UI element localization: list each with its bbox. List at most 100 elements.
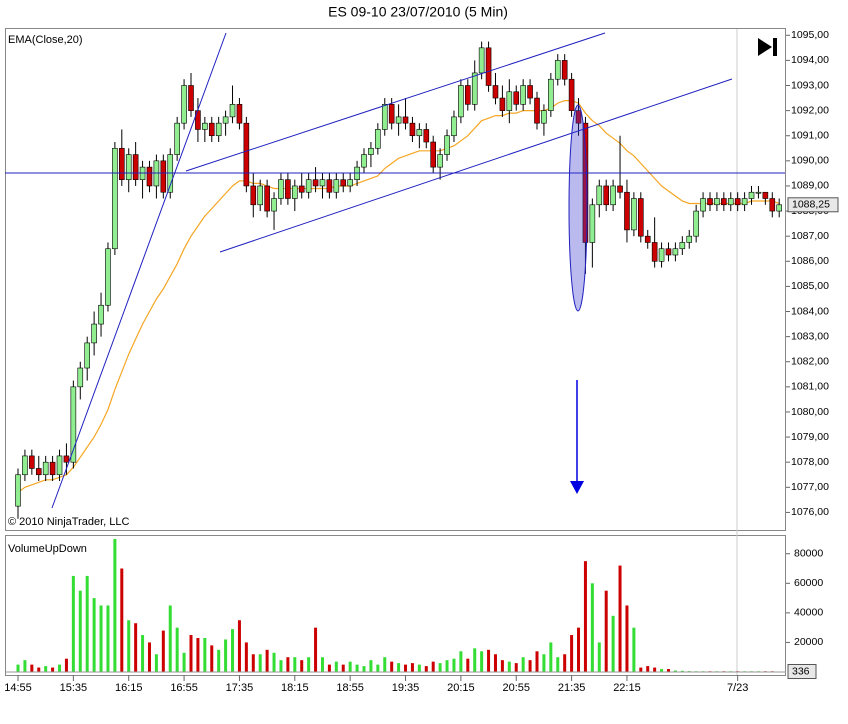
volume-bar: [266, 650, 269, 672]
candle-body: [272, 199, 277, 212]
volume-bar: [106, 605, 109, 672]
candle-body: [119, 148, 124, 179]
candle-body: [396, 117, 401, 123]
volume-bar: [432, 662, 435, 672]
candle-body: [251, 186, 256, 205]
y-tick-label: 1076,00: [791, 506, 829, 518]
candle-body: [673, 249, 678, 255]
volume-bar: [141, 635, 144, 672]
volume-bar: [549, 642, 552, 672]
y-tick-label: 1084,00: [791, 305, 829, 317]
last-price-label: 1088,25: [792, 199, 830, 211]
volume-bar: [584, 561, 587, 672]
volume-bar: [425, 666, 428, 672]
copyright: © 2010 NinjaTrader, LLC: [8, 516, 129, 528]
candle-body: [548, 79, 553, 110]
volume-bar: [127, 620, 130, 672]
candle-body: [451, 117, 456, 136]
candle-body: [611, 186, 616, 205]
candle-body: [514, 92, 519, 105]
volume-bar: [148, 642, 151, 672]
candle-body: [320, 180, 325, 186]
volume-bar: [120, 569, 123, 672]
candle-body: [182, 86, 187, 124]
candle-body: [465, 86, 470, 105]
candle-body: [85, 343, 90, 368]
y-tick-label: 1082,00: [791, 356, 829, 368]
candle-body: [680, 242, 685, 248]
candle-body: [299, 186, 304, 192]
chart-title: ES 09-10 23/07/2010 (5 Min): [328, 4, 508, 20]
candle-body: [50, 462, 55, 475]
volume-bar: [418, 665, 421, 672]
volume-bar: [536, 651, 539, 672]
volume-bar: [51, 668, 54, 672]
volume-bar: [307, 657, 310, 672]
candle-body: [604, 186, 609, 205]
volume-bar: [619, 566, 622, 672]
volume-bar: [217, 650, 220, 672]
volume-bar: [452, 659, 455, 672]
x-tick-label: 22:15: [613, 682, 641, 694]
candle-body: [16, 475, 21, 506]
volume-bar: [577, 628, 580, 672]
volume-bar: [224, 639, 227, 672]
candle-body: [29, 456, 34, 469]
candle-body: [624, 192, 629, 230]
volume-bar: [356, 665, 359, 672]
candle-body: [348, 180, 353, 186]
y-tick-label: 1086,00: [791, 255, 829, 267]
volume-bar: [439, 663, 442, 672]
volume-bar: [23, 660, 26, 672]
volume-bar: [86, 576, 89, 672]
candle-body: [631, 199, 636, 230]
volume-bar: [404, 665, 407, 672]
candle-body: [528, 86, 533, 99]
candle-body: [36, 468, 41, 474]
x-tick-label: 18:55: [336, 682, 364, 694]
volume-bar: [411, 663, 414, 672]
candle-body: [313, 180, 318, 186]
candle-body: [105, 249, 110, 306]
candle-body: [216, 123, 221, 136]
volume-bar: [563, 654, 566, 672]
y-tick-label: 1094,00: [791, 54, 829, 66]
play-icon-bar[interactable]: [773, 38, 777, 56]
y-tick-label: 1087,00: [791, 230, 829, 242]
volume-bar: [30, 665, 33, 672]
y-tick-label: 20000: [794, 636, 823, 648]
volume-bar: [632, 628, 635, 672]
y-tick-label: 1093,00: [791, 79, 829, 91]
candle-body: [438, 155, 443, 168]
volume-bar: [591, 583, 594, 672]
x-tick-label: 7/23: [727, 682, 748, 694]
candle-body: [597, 186, 602, 205]
candle-body: [555, 60, 560, 79]
volume-bar: [162, 631, 165, 672]
volume-bar: [542, 654, 545, 672]
x-tick-label: 15:35: [60, 682, 88, 694]
volume-bar: [646, 666, 649, 672]
candle-body: [479, 48, 484, 73]
y-tick-label: 1085,00: [791, 280, 829, 292]
candle-body: [22, 456, 27, 475]
volume-bar: [72, 576, 75, 672]
x-tick-label: 21:35: [558, 682, 586, 694]
volume-bar: [58, 665, 61, 672]
candle-body: [375, 129, 380, 148]
volume-bar: [238, 620, 241, 672]
x-tick-label: 16:55: [170, 682, 198, 694]
volume-bar: [134, 623, 137, 672]
volume-bar: [300, 660, 303, 672]
candle-body: [175, 123, 180, 154]
candle-body: [306, 180, 311, 193]
volume-bar: [363, 666, 366, 672]
volume-bar: [328, 665, 331, 672]
candle-body: [645, 236, 650, 242]
volume-bar: [639, 668, 642, 672]
candle-body: [507, 92, 512, 111]
y-tick-label: 1095,00: [791, 29, 829, 41]
candle-body: [652, 242, 657, 261]
y-tick-label: 1091,00: [791, 130, 829, 142]
